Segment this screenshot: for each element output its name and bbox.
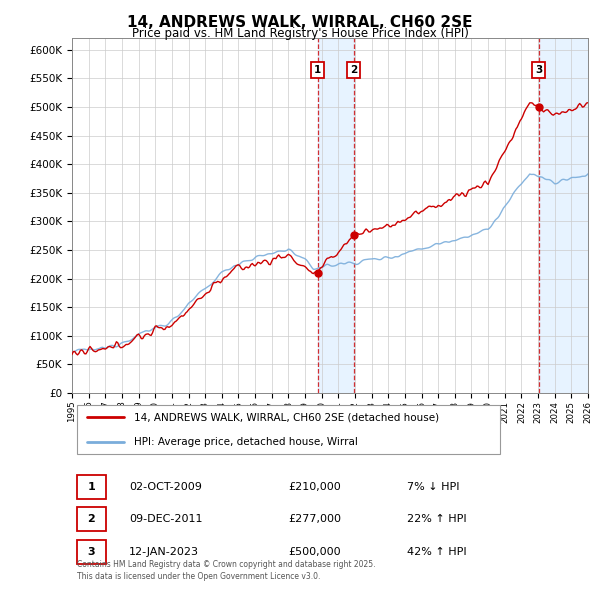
Text: 1: 1 <box>314 65 321 76</box>
FancyBboxPatch shape <box>77 476 106 499</box>
Text: 09-DEC-2011: 09-DEC-2011 <box>129 514 202 524</box>
Bar <box>317 38 353 393</box>
FancyBboxPatch shape <box>77 405 500 454</box>
Text: HPI: Average price, detached house, Wirral: HPI: Average price, detached house, Wirr… <box>134 437 358 447</box>
Text: 1: 1 <box>88 482 95 492</box>
Text: 14, ANDREWS WALK, WIRRAL, CH60 2SE: 14, ANDREWS WALK, WIRRAL, CH60 2SE <box>127 15 473 30</box>
FancyBboxPatch shape <box>77 507 106 531</box>
Text: 3: 3 <box>88 547 95 557</box>
Text: £500,000: £500,000 <box>289 547 341 557</box>
Text: 42% ↑ HPI: 42% ↑ HPI <box>407 547 467 557</box>
Text: Price paid vs. HM Land Registry's House Price Index (HPI): Price paid vs. HM Land Registry's House … <box>131 27 469 40</box>
Text: 7% ↓ HPI: 7% ↓ HPI <box>407 482 460 492</box>
Text: 02-OCT-2009: 02-OCT-2009 <box>129 482 202 492</box>
FancyBboxPatch shape <box>77 540 106 564</box>
Text: 2: 2 <box>88 514 95 524</box>
Text: 12-JAN-2023: 12-JAN-2023 <box>129 547 199 557</box>
Text: 22% ↑ HPI: 22% ↑ HPI <box>407 514 467 524</box>
Text: Contains HM Land Registry data © Crown copyright and database right 2025.
This d: Contains HM Land Registry data © Crown c… <box>77 560 376 581</box>
Text: 3: 3 <box>535 65 542 76</box>
Bar <box>539 38 588 393</box>
Text: £277,000: £277,000 <box>289 514 342 524</box>
Text: 14, ANDREWS WALK, WIRRAL, CH60 2SE (detached house): 14, ANDREWS WALK, WIRRAL, CH60 2SE (deta… <box>134 412 439 422</box>
Text: £210,000: £210,000 <box>289 482 341 492</box>
Text: 2: 2 <box>350 65 357 76</box>
